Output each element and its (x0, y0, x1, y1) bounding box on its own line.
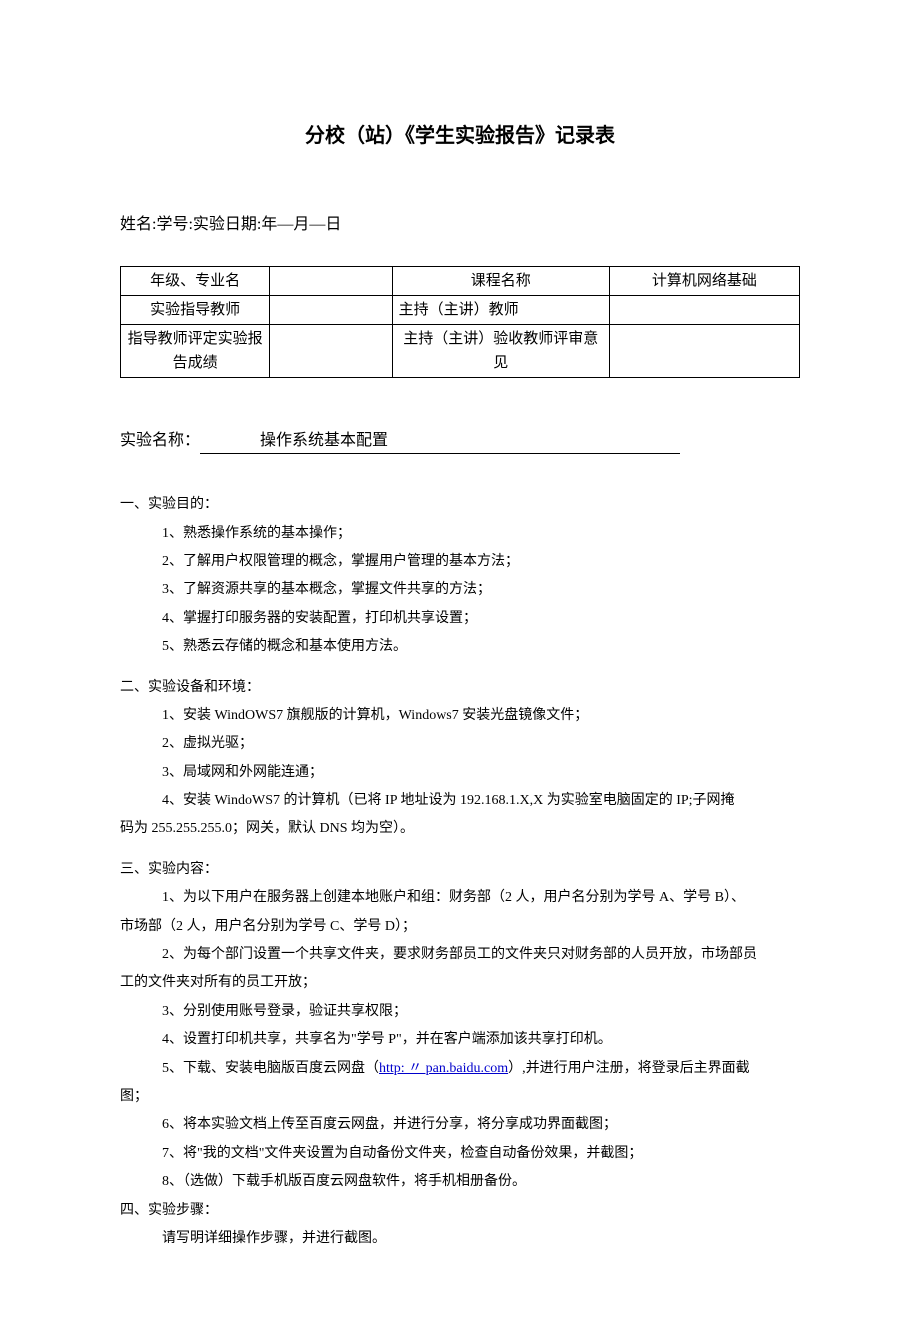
sec1-item: 4、掌握打印服务器的安装配置，打印机共享设置； (162, 608, 800, 630)
table-row: 实验指导教师 主持（主讲）教师 (121, 295, 800, 324)
cell-grade-value (270, 324, 392, 377)
experiment-name-row: 实验名称：操作系统基本配置 (120, 428, 800, 455)
cell-grade-major-label: 年级、专业名 (121, 266, 270, 295)
sec3-p2a: 2、为每个部门设置一个共享文件夹，要求财务部员工的文件夹只对财务部的人员开放，市… (120, 944, 800, 966)
sec1-item: 3、了解资源共享的基本概念，掌握文件共享的方法； (162, 579, 800, 601)
meta-line: 姓名:学号:实验日期:年—月—日 (120, 212, 800, 238)
sec3-p3: 3、分别使用账号登录，验证共享权限； (162, 1001, 800, 1023)
sec3-p5c: 图； (120, 1086, 800, 1108)
sec3-p4: 4、设置打印机共享，共享名为"学号 P"，并在客户端添加该共享打印机。 (162, 1029, 800, 1051)
sec3-p7: 7、将"我的文档"文件夹设置为自动备份文件夹，检查自动备份效果，并截图； (162, 1143, 800, 1165)
cell-grade-label: 指导教师评定实验报告成绩 (121, 324, 270, 377)
sec1-item: 1、熟悉操作系统的基本操作； (162, 523, 800, 545)
sec3-p5: 5、下载、安装电脑版百度云网盘（http: 〃 pan.baidu.com）,并… (120, 1058, 800, 1080)
sec2-item: 3、局域网和外网能连通； (162, 762, 800, 784)
sec2-item: 1、安装 WindOWS7 旗舰版的计算机，Windows7 安装光盘镜像文件； (162, 705, 800, 727)
sec1-item: 5、熟悉云存储的概念和基本使用方法。 (162, 636, 800, 658)
cell-instructor-label: 实验指导教师 (121, 295, 270, 324)
sec2-item4b: 码为 255.255.255.0；网关，默认 DNS 均为空）。 (120, 818, 800, 840)
cell-review-value (609, 324, 799, 377)
sec3-p5b: ）,并进行用户注册，将登录后主界面截 (508, 1061, 750, 1076)
baidu-pan-link[interactable]: http: 〃 pan.baidu.com (379, 1061, 508, 1076)
sec3-p1a: 1、为以下用户在服务器上创建本地账户和组：财务部（2 人，用户名分别为学号 A、… (120, 887, 800, 909)
experiment-name-label: 实验名称： (120, 432, 200, 449)
cell-grade-major-value (270, 266, 392, 295)
info-table: 年级、专业名 课程名称 计算机网络基础 实验指导教师 主持（主讲）教师 指导教师… (120, 266, 800, 378)
sec4-p1: 请写明详细操作步骤，并进行截图。 (162, 1228, 800, 1250)
cell-teacher-value (609, 295, 799, 324)
section-2-head: 二、实验设备和环境： (120, 677, 800, 699)
section-4-head: 四、实验步骤： (120, 1200, 800, 1222)
sec1-item: 2、了解用户权限管理的概念，掌握用户管理的基本方法； (162, 551, 800, 573)
cell-course-value: 计算机网络基础 (609, 266, 799, 295)
section-3-head: 三、实验内容： (120, 859, 800, 881)
cell-review-label: 主持（主讲）验收教师评审意见 (392, 324, 609, 377)
cell-instructor-value (270, 295, 392, 324)
table-row: 指导教师评定实验报告成绩 主持（主讲）验收教师评审意见 (121, 324, 800, 377)
sec3-p6: 6、将本实验文档上传至百度云网盘，并进行分享，将分享成功界面截图； (162, 1114, 800, 1136)
sec2-item: 2、虚拟光驱； (162, 733, 800, 755)
sec3-p5a: 5、下载、安装电脑版百度云网盘（ (162, 1061, 379, 1076)
sec3-p8: 8、（选做）下载手机版百度云网盘软件，将手机相册备份。 (162, 1171, 800, 1193)
cell-course-label: 课程名称 (392, 266, 609, 295)
sec3-p2b: 工的文件夹对所有的员工开放； (120, 972, 800, 994)
sec3-p1b: 市场部（2 人，用户名分别为学号 C、学号 D）； (120, 916, 800, 938)
cell-teacher-label: 主持（主讲）教师 (392, 295, 609, 324)
section-1-head: 一、实验目的： (120, 494, 800, 516)
page-title: 分校（站）《学生实验报告》记录表 (120, 120, 800, 152)
sec2-item4a: 4、安装 WindoWS7 的计算机（已将 IP 地址设为 192.168.1.… (134, 790, 800, 812)
table-row: 年级、专业名 课程名称 计算机网络基础 (121, 266, 800, 295)
experiment-name-value: 操作系统基本配置 (200, 428, 680, 455)
